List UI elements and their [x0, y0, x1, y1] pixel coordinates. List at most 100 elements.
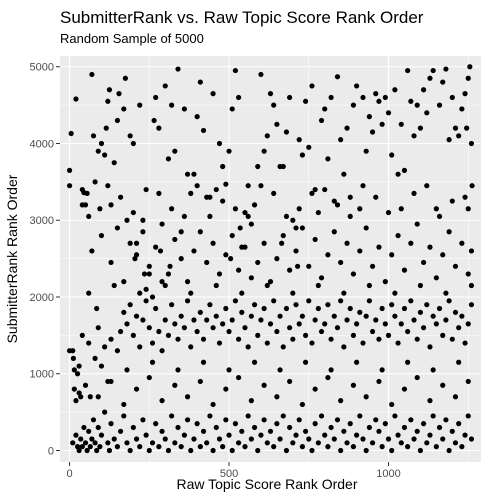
data-point — [338, 298, 344, 304]
data-point — [184, 298, 191, 304]
data-point — [236, 336, 242, 342]
data-point — [79, 444, 85, 450]
data-point — [181, 106, 187, 112]
data-point — [133, 252, 140, 258]
data-point — [172, 148, 178, 154]
data-point — [143, 432, 149, 438]
data-point — [146, 263, 152, 269]
data-point — [66, 183, 73, 189]
data-point — [306, 144, 312, 150]
data-point — [223, 181, 229, 187]
data-point — [73, 96, 79, 102]
data-point — [141, 271, 148, 277]
data-point — [228, 256, 234, 262]
data-point — [328, 424, 334, 431]
data-point — [87, 444, 93, 450]
data-point — [133, 436, 140, 442]
data-point — [456, 133, 462, 139]
data-point — [405, 359, 411, 365]
data-point — [271, 102, 277, 108]
data-point — [379, 305, 385, 312]
data-point — [357, 413, 363, 419]
data-point — [264, 340, 270, 346]
data-point — [366, 424, 372, 431]
data-point — [459, 106, 465, 112]
data-point — [385, 209, 392, 216]
data-point — [357, 206, 363, 212]
data-point — [82, 382, 89, 388]
data-point — [299, 313, 305, 319]
data-point — [405, 67, 411, 74]
data-point — [86, 428, 92, 434]
data-point — [411, 190, 417, 196]
data-point — [433, 275, 439, 281]
data-point — [302, 359, 309, 365]
data-point — [242, 444, 248, 450]
data-point — [420, 259, 427, 266]
data-point — [277, 367, 283, 373]
data-point — [433, 206, 439, 212]
data-point — [347, 305, 353, 312]
data-point — [194, 421, 200, 427]
data-point — [245, 344, 251, 350]
data-point — [127, 447, 133, 454]
data-point — [78, 394, 84, 400]
data-point — [468, 248, 475, 254]
data-point — [395, 432, 401, 438]
data-point — [436, 424, 443, 431]
data-point — [200, 336, 207, 342]
data-point — [424, 110, 430, 116]
data-point — [401, 424, 408, 431]
data-point — [274, 328, 280, 335]
data-point — [440, 436, 446, 442]
data-point — [251, 359, 258, 365]
data-point — [299, 401, 305, 408]
data-point — [255, 259, 261, 266]
data-point — [306, 298, 312, 304]
data-point — [446, 229, 452, 235]
data-point — [322, 321, 328, 327]
data-point — [293, 302, 299, 308]
data-point — [191, 171, 197, 177]
data-point — [239, 309, 245, 315]
data-point — [97, 444, 103, 450]
data-point — [369, 263, 376, 269]
data-point — [392, 290, 398, 296]
data-point — [191, 248, 197, 254]
data-point — [469, 183, 475, 189]
data-point — [92, 440, 98, 446]
data-point — [334, 417, 341, 423]
data-point — [449, 198, 455, 204]
data-point — [251, 424, 258, 431]
data-point — [462, 432, 468, 438]
data-point — [242, 209, 248, 216]
data-point — [385, 110, 392, 116]
data-point — [325, 374, 331, 381]
data-point — [258, 317, 264, 323]
data-point — [149, 359, 156, 365]
data-point — [395, 232, 401, 239]
data-point — [124, 440, 130, 446]
data-point — [398, 440, 404, 446]
data-point — [427, 75, 433, 81]
data-point — [153, 94, 159, 101]
data-point — [89, 248, 95, 254]
data-point — [379, 444, 385, 450]
data-point — [290, 336, 296, 342]
data-point — [146, 325, 152, 331]
data-point — [103, 125, 109, 131]
data-point — [430, 313, 436, 319]
data-point — [459, 313, 465, 319]
y-axis-title: SubmitterRank Rank Order — [4, 174, 20, 343]
data-point — [369, 129, 376, 135]
data-point — [162, 317, 168, 323]
data-point — [229, 232, 235, 239]
data-point — [117, 328, 124, 335]
y-tick-label: 5000 — [30, 62, 54, 74]
data-point — [143, 298, 149, 304]
data-point — [261, 417, 267, 423]
data-point — [127, 302, 133, 308]
data-point — [81, 424, 87, 431]
y-tick-label: 2000 — [30, 292, 54, 304]
data-point — [350, 444, 357, 450]
